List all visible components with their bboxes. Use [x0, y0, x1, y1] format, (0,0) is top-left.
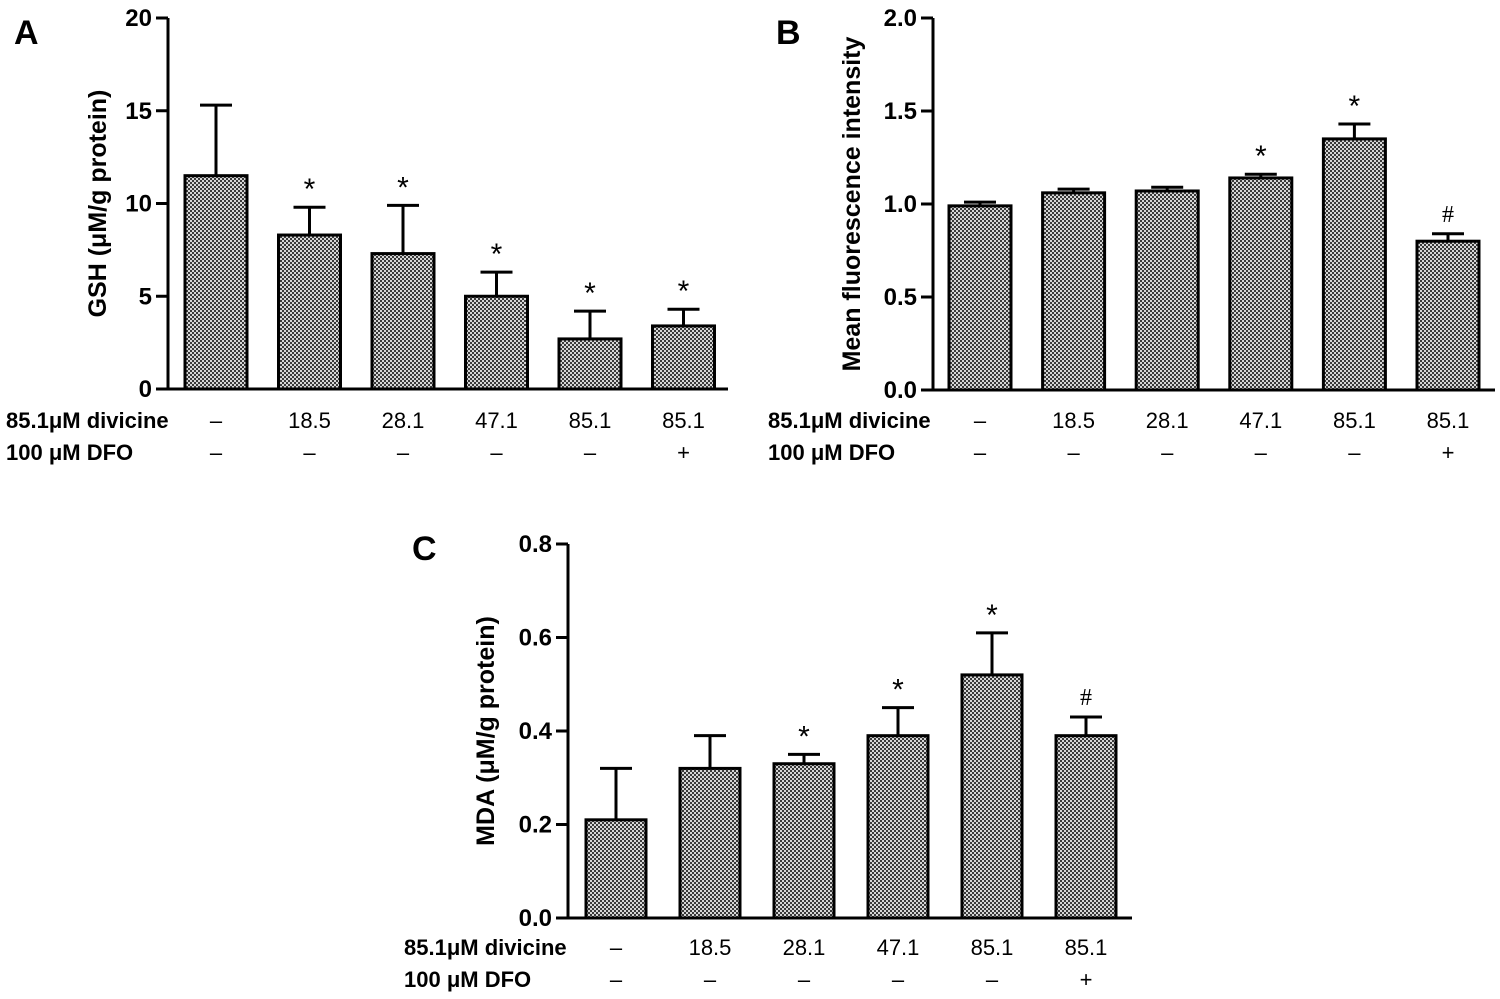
divicine-value: – [210, 408, 223, 433]
bar [960, 673, 1024, 920]
bar [277, 233, 342, 391]
divicine-value: 85.1 [1065, 935, 1108, 960]
significance-mark: # [1080, 685, 1092, 711]
dfo-value: – [303, 440, 316, 465]
y-tick-label: 0.4 [519, 718, 553, 745]
divicine-row-label: 85.1μM divicine [768, 408, 931, 433]
divicine-value: 28.1 [1146, 408, 1189, 433]
dfo-value: – [704, 967, 717, 992]
y-tick-label: 15 [125, 98, 152, 125]
y-tick-label: 10 [125, 191, 152, 218]
bar [651, 324, 716, 391]
dfo-row-label: 100 μM DFO [768, 440, 895, 465]
dfo-value: – [1067, 440, 1080, 465]
divicine-value: 47.1 [1239, 408, 1282, 433]
bar [464, 294, 529, 391]
bar [678, 766, 742, 920]
dfo-value: – [986, 967, 999, 992]
bar [772, 762, 836, 920]
significance-mark: * [304, 173, 316, 206]
panel-letter: A [14, 14, 39, 52]
y-axis-label: Mean fluorescence intensity [838, 36, 866, 371]
dfo-value: – [490, 440, 503, 465]
dfo-row-label: 100 μM DFO [6, 440, 133, 465]
bar [1054, 734, 1118, 920]
significance-mark: * [491, 238, 503, 271]
dfo-value: – [210, 440, 223, 465]
dfo-value: – [1348, 440, 1361, 465]
divicine-value: 28.1 [783, 935, 826, 960]
dfo-value: – [892, 967, 905, 992]
dfo-row-label: 100 μM DFO [404, 967, 531, 992]
panel-c: C 0.0 0.2 0.4 0.6 0.8 MDA (μM/g protein) – – 18.5… [404, 530, 1132, 992]
divicine-value: 18.5 [689, 935, 732, 960]
y-tick-label: 1.5 [884, 98, 917, 125]
dfo-value: – [610, 967, 623, 992]
panel-letter: C [412, 530, 437, 568]
dfo-value: – [1161, 440, 1174, 465]
y-tick-label: 20 [125, 5, 152, 32]
dfo-value: – [397, 440, 410, 465]
bar [866, 734, 930, 920]
y-tick-label: 0.8 [519, 531, 552, 558]
y-tick-label: 0.6 [519, 625, 552, 652]
bar [1041, 191, 1107, 392]
dfo-value: – [1255, 440, 1268, 465]
significance-mark: * [678, 275, 690, 308]
divicine-value: 47.1 [475, 408, 518, 433]
dfo-value: + [677, 440, 690, 465]
divicine-value: – [974, 408, 987, 433]
y-tick-label: 0.2 [519, 812, 552, 839]
significance-mark: * [986, 599, 998, 632]
bar [1321, 137, 1387, 392]
dfo-value: + [1080, 967, 1093, 992]
panel-letter: B [776, 14, 801, 52]
bar [1228, 176, 1294, 392]
divicine-value: 47.1 [877, 935, 920, 960]
panel-a: A 0 5 10 15 20 GSH (μM/g protein) – – * 18.5 – * 28.1… [6, 5, 728, 465]
divicine-value: 85.1 [662, 408, 705, 433]
divicine-value: 85.1 [1333, 408, 1376, 433]
y-tick-label: 0.5 [884, 284, 917, 311]
y-tick-label: 1.0 [884, 191, 917, 218]
bar [1134, 189, 1200, 392]
bar [183, 174, 249, 391]
divicine-value: 85.1 [569, 408, 612, 433]
significance-mark: * [397, 171, 409, 204]
y-axis-label: GSH (μM/g protein) [84, 90, 112, 318]
divicine-value: 28.1 [382, 408, 425, 433]
significance-mark: * [584, 277, 596, 310]
dfo-value: – [974, 440, 987, 465]
y-tick-label: 2.0 [884, 5, 917, 32]
significance-mark: * [1255, 140, 1267, 173]
y-tick-label: 0 [139, 376, 152, 403]
y-axis-label: MDA (μM/g protein) [472, 616, 500, 846]
significance-mark: # [1442, 202, 1454, 228]
bar [370, 252, 436, 391]
significance-mark: * [1349, 90, 1361, 123]
significance-mark: * [892, 674, 904, 707]
dfo-value: – [798, 967, 811, 992]
significance-mark: * [798, 720, 810, 753]
bar [947, 204, 1013, 392]
divicine-value: 85.1 [971, 935, 1014, 960]
divicine-value: – [610, 935, 623, 960]
divicine-value: 18.5 [1052, 408, 1095, 433]
divicine-value: 18.5 [288, 408, 331, 433]
bar [584, 818, 648, 920]
y-tick-label: 0.0 [884, 377, 917, 404]
bar [1415, 239, 1481, 392]
divicine-row-label: 85.1μM divicine [404, 935, 567, 960]
divicine-row-label: 85.1μM divicine [6, 408, 169, 433]
y-tick-label: 5 [139, 283, 152, 310]
divicine-value: 85.1 [1427, 408, 1470, 433]
y-tick-label: 0.0 [519, 905, 552, 932]
dfo-value: + [1442, 440, 1455, 465]
bar [557, 337, 623, 391]
dfo-value: – [584, 440, 597, 465]
panel-b: B 0.0 0.5 1.0 1.5 2.0 Mean fluorescence intens… [768, 5, 1495, 465]
